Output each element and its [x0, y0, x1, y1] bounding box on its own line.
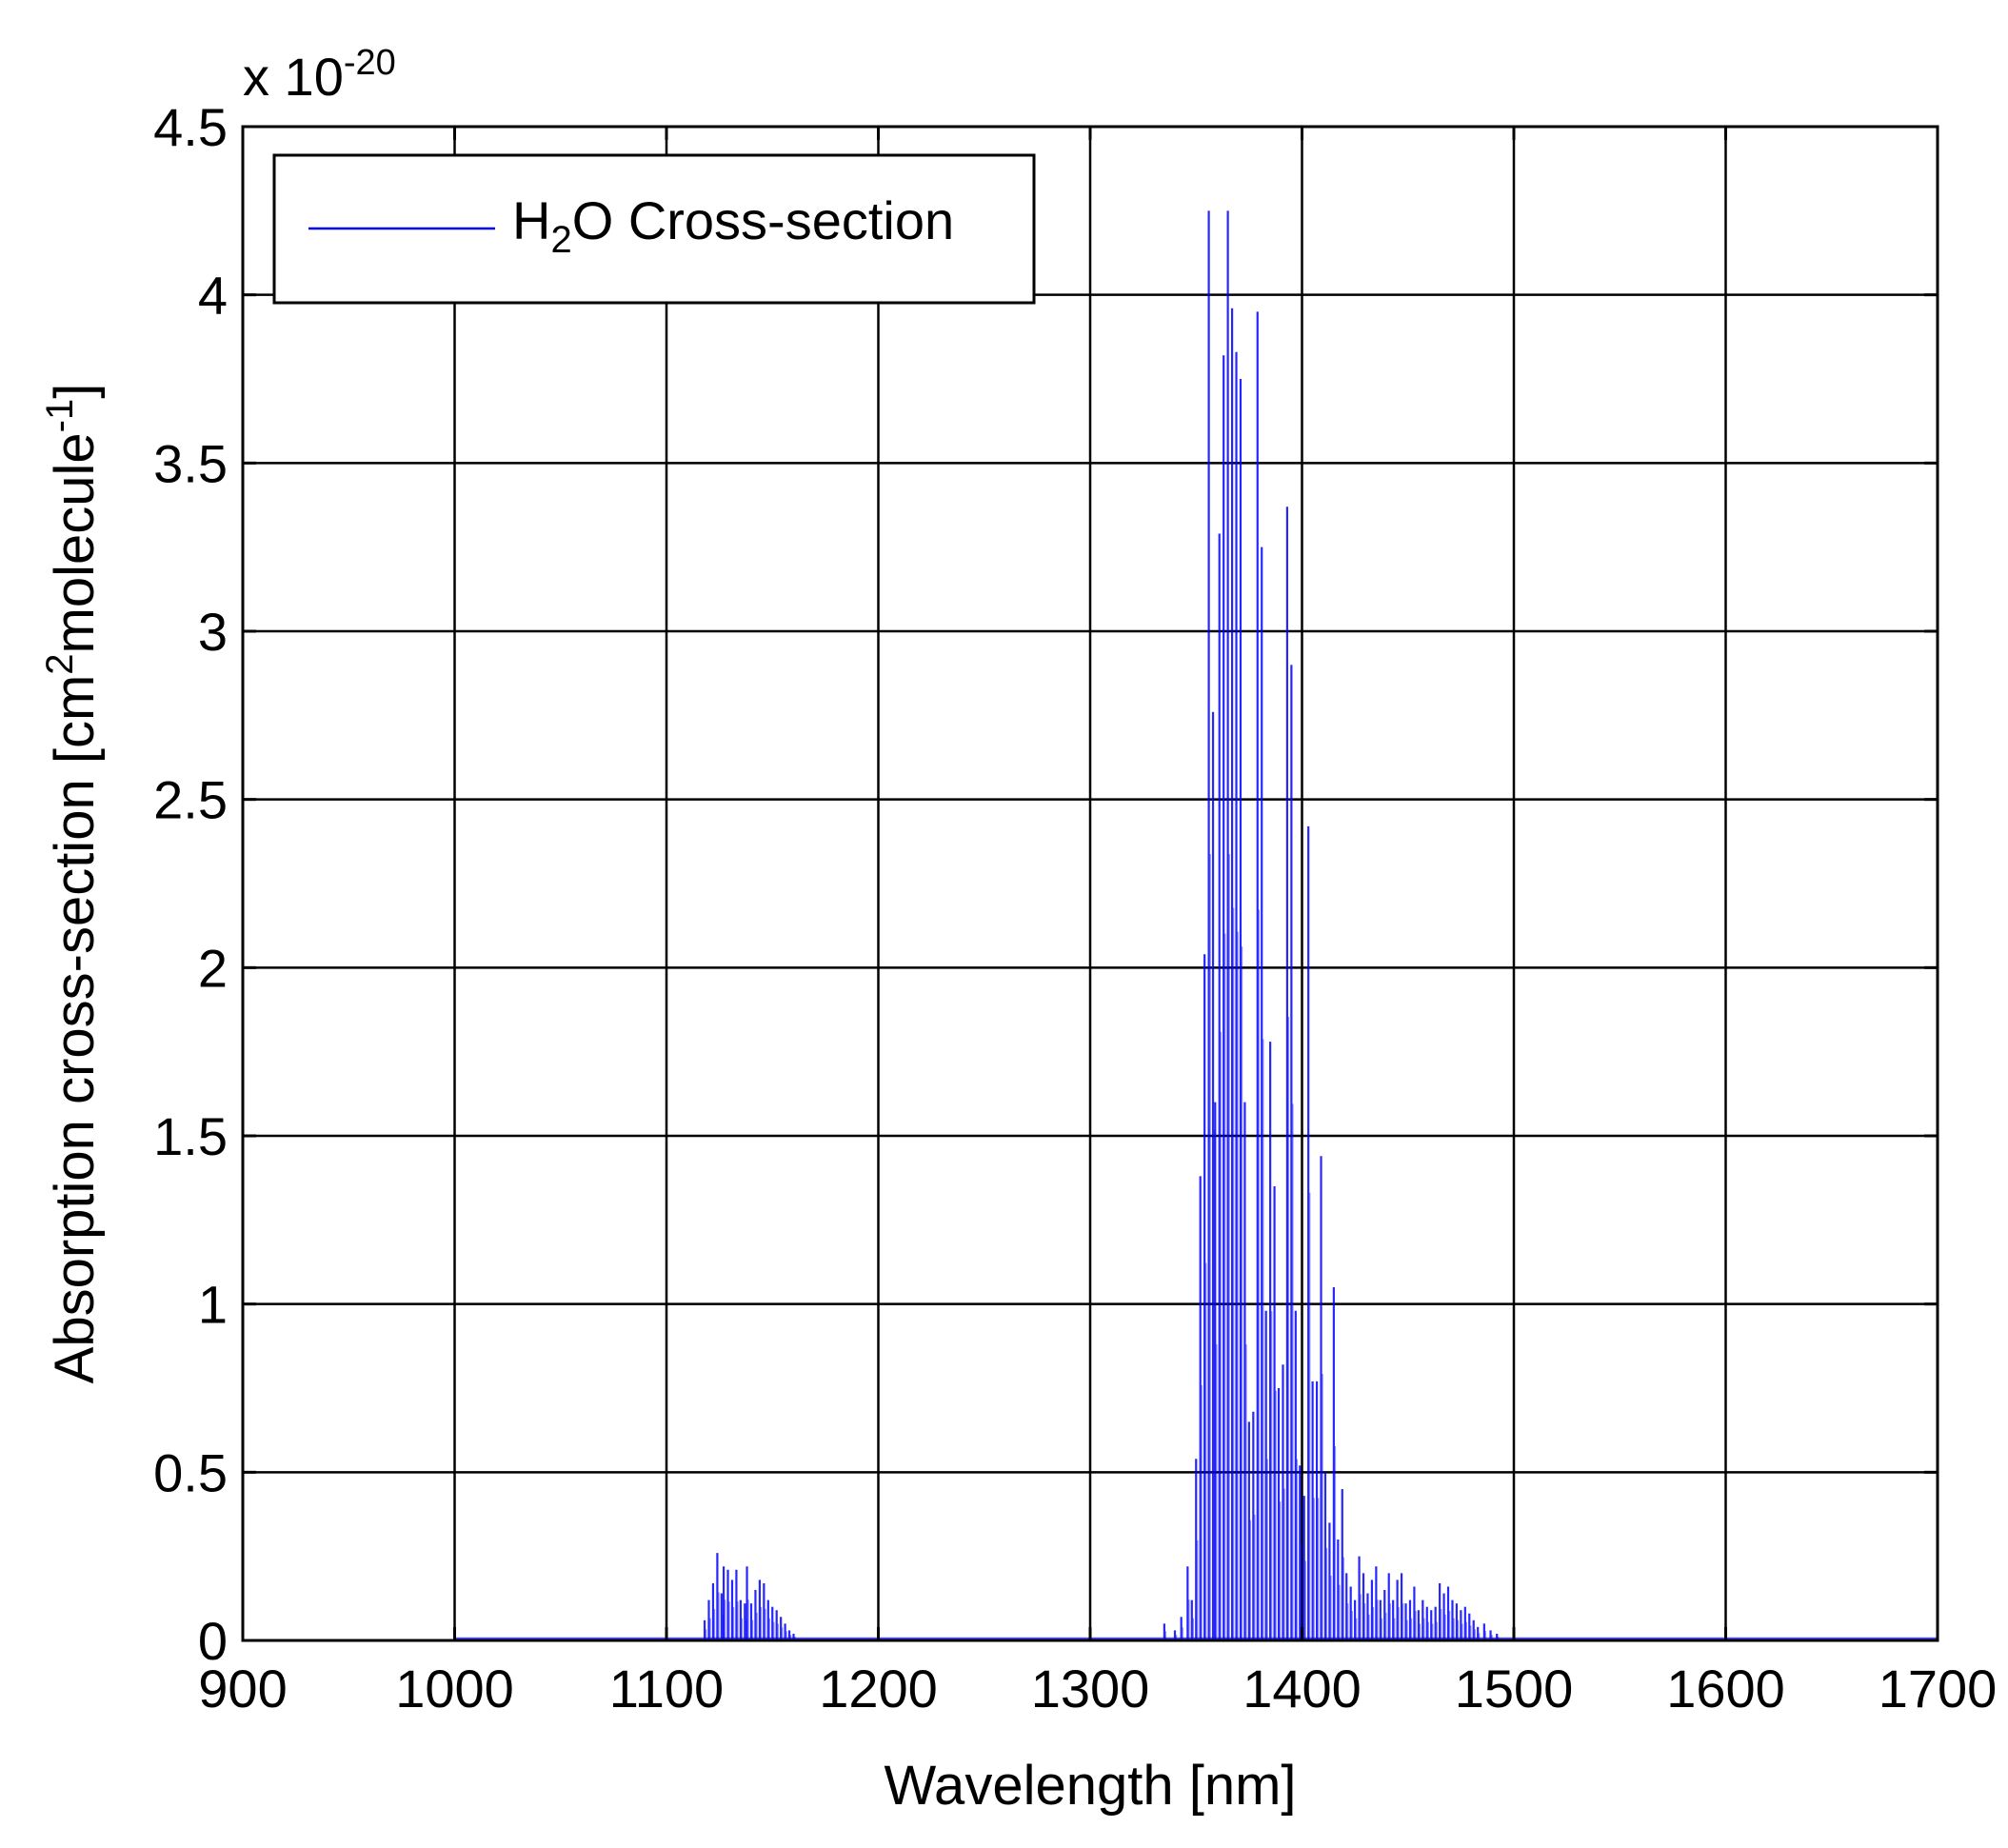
x-tick-label: 1500 [1455, 1659, 1574, 1719]
y-axis-title-suffix: ] [44, 384, 106, 399]
y-tick-label: 2.5 [153, 770, 228, 830]
x-tick-label: 1700 [1879, 1659, 1998, 1719]
y-tick-label: 2 [198, 938, 228, 998]
y-tick-label: 4 [198, 266, 228, 326]
y-tick-label: 3.5 [153, 433, 228, 493]
y-tick-label: 1 [198, 1275, 228, 1335]
legend-label-prefix: H [512, 190, 550, 250]
x-axis-title: Wavelength [nm] [884, 1755, 1296, 1817]
legend: H2O Cross-section [272, 153, 1036, 305]
y-tick-label: 1.5 [153, 1106, 228, 1166]
x-tick-label: 1100 [609, 1659, 724, 1719]
y-axis-title-sup2: -1 [39, 399, 81, 433]
y-tick-label: 4.5 [153, 97, 228, 157]
x-tick-label: 1300 [1031, 1659, 1150, 1719]
grid-layer [243, 127, 1938, 1640]
y-axis-title-sup1: 2 [39, 653, 81, 674]
y-tick-label: 0.5 [153, 1442, 228, 1502]
x-tick-label: 900 [198, 1659, 287, 1719]
y-axis-title-mid: molecule [44, 432, 106, 653]
x-tick-label: 1200 [819, 1659, 938, 1719]
series-layer [454, 210, 1938, 1640]
exponent-label: x 10-20 [243, 43, 396, 107]
x-tick-label: 1400 [1243, 1659, 1362, 1719]
exponent-power: -20 [344, 43, 396, 83]
y-tick-label: 0 [198, 1611, 228, 1671]
legend-label: H2O Cross-section [512, 190, 954, 261]
y-axis-title: Absorption cross-section [cm2molecule-1] [39, 384, 106, 1384]
legend-label-sub: 2 [550, 219, 571, 261]
x-tick-label: 1000 [395, 1659, 514, 1719]
x-tick-label: 1600 [1666, 1659, 1785, 1719]
tick-layer: 900 1000 1100 1200 1300 1400 1500 1600 1700 0 0.5 1… [153, 97, 1997, 1719]
y-axis-title-prefix: Absorption cross-section [cm [44, 675, 106, 1384]
y-tick-label: 3 [198, 602, 228, 662]
legend-label-suffix: O Cross-section [572, 190, 954, 250]
exponent-prefix: x 10 [243, 47, 344, 107]
